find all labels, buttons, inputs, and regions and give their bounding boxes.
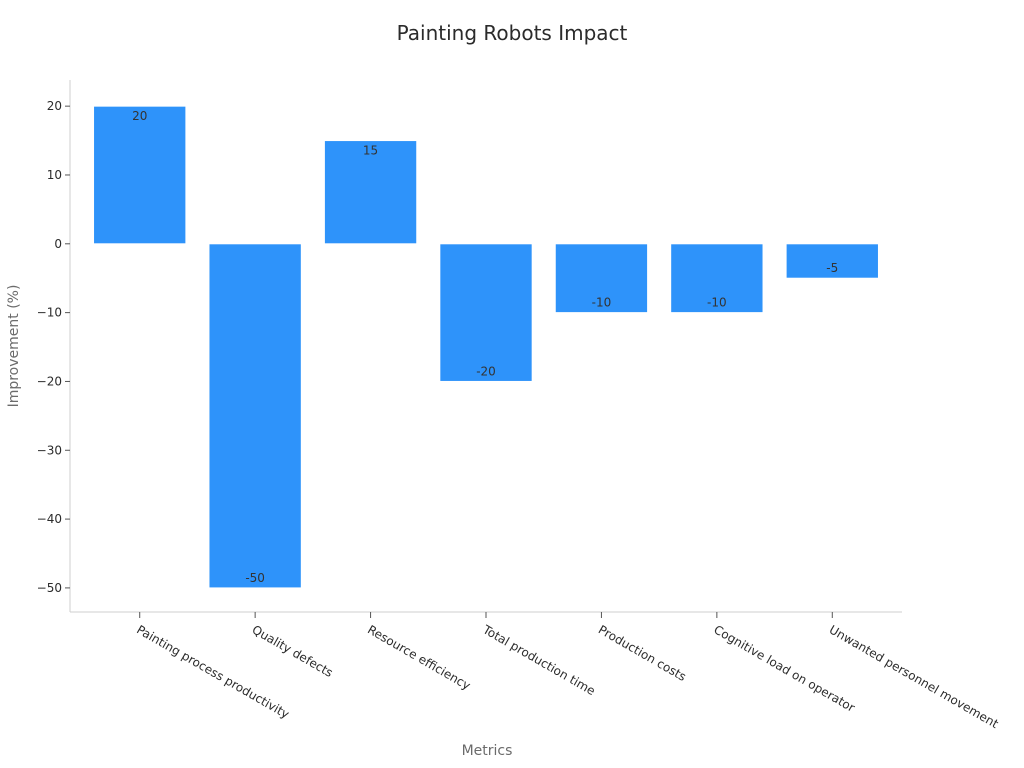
bars-group	[93, 105, 879, 589]
y-tick-label-1: 10	[47, 168, 62, 182]
chart-title: Painting Robots Impact	[397, 21, 628, 45]
y-tick-label-5: −30	[37, 443, 62, 457]
bar-6	[785, 243, 879, 279]
bar-4	[554, 243, 649, 314]
x-axis-label: Metrics	[462, 743, 513, 759]
data-label-0: 20	[132, 109, 147, 123]
bar-5	[670, 243, 764, 314]
bar-2	[323, 140, 418, 245]
y-ticks-group: 20 10 0 −10 −20 −30 −40 −50	[37, 99, 70, 595]
data-label-1: -50	[245, 571, 265, 585]
x-tick-label-6: Unwanted personnel movement	[827, 622, 1001, 731]
x-tick-label-3: Total production time	[480, 622, 598, 698]
bar-0	[93, 105, 187, 245]
y-tick-label-6: −40	[37, 512, 62, 526]
y-tick-label-4: −20	[37, 374, 62, 388]
y-tick-label-3: −10	[37, 306, 62, 320]
data-label-2: 15	[363, 144, 378, 158]
data-label-5: -10	[707, 296, 727, 310]
x-tick-label-1: Quality defects	[250, 622, 336, 680]
data-label-4: -10	[592, 296, 612, 310]
data-label-3: -20	[476, 364, 496, 378]
y-tick-label-2: 0	[54, 237, 62, 251]
data-labels-group: 20 -50 15 -20 -10 -10 -5	[132, 109, 838, 585]
data-label-6: -5	[826, 261, 838, 275]
bar-1	[208, 243, 302, 589]
y-tick-label-7: −50	[37, 581, 62, 595]
y-axis-label: Improvement (%)	[6, 285, 22, 408]
bar-3	[439, 243, 533, 382]
y-tick-label-0: 20	[47, 99, 62, 113]
x-tick-label-2: Resource efficiency	[365, 622, 473, 692]
x-tick-label-4: Production costs	[596, 622, 689, 684]
